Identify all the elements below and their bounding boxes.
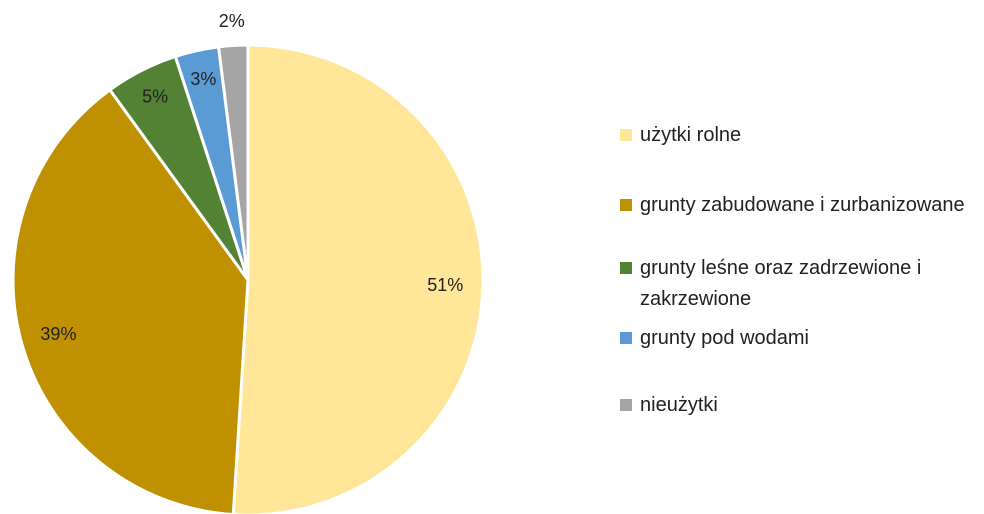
data-label: 5% — [142, 87, 168, 107]
data-label: 39% — [40, 324, 76, 344]
legend-item: grunty zabudowane i zurbanizowane — [620, 190, 984, 221]
legend-item: użytki rolne — [620, 120, 984, 151]
legend-label: użytki rolne — [640, 124, 742, 146]
legend-item: grunty leśne oraz zadrzewione i zakrzewi… — [620, 253, 984, 315]
legend-swatch — [620, 262, 632, 274]
data-label: 51% — [427, 275, 463, 295]
legend-label: grunty zabudowane i zurbanizowane — [640, 194, 965, 216]
legend-label: grunty pod wodami — [640, 327, 809, 349]
legend-swatch — [620, 129, 632, 141]
legend-swatch — [620, 199, 632, 211]
legend-swatch — [620, 332, 632, 344]
legend-item: nieużytki — [620, 390, 984, 421]
pie-slice — [11, 87, 250, 514]
legend-label: grunty leśne oraz zadrzewione i zakrzewi… — [640, 257, 922, 310]
pie-slice — [231, 43, 485, 514]
data-label: 3% — [190, 69, 216, 89]
legend-swatch — [620, 399, 632, 411]
chart: 51% 39% 5% 3% 2% — [11, 11, 485, 514]
pie-slice — [216, 43, 250, 281]
legend-label: nieużytki — [640, 394, 718, 416]
data-label: 2% — [219, 11, 245, 31]
legend-item: grunty pod wodami — [620, 323, 984, 354]
